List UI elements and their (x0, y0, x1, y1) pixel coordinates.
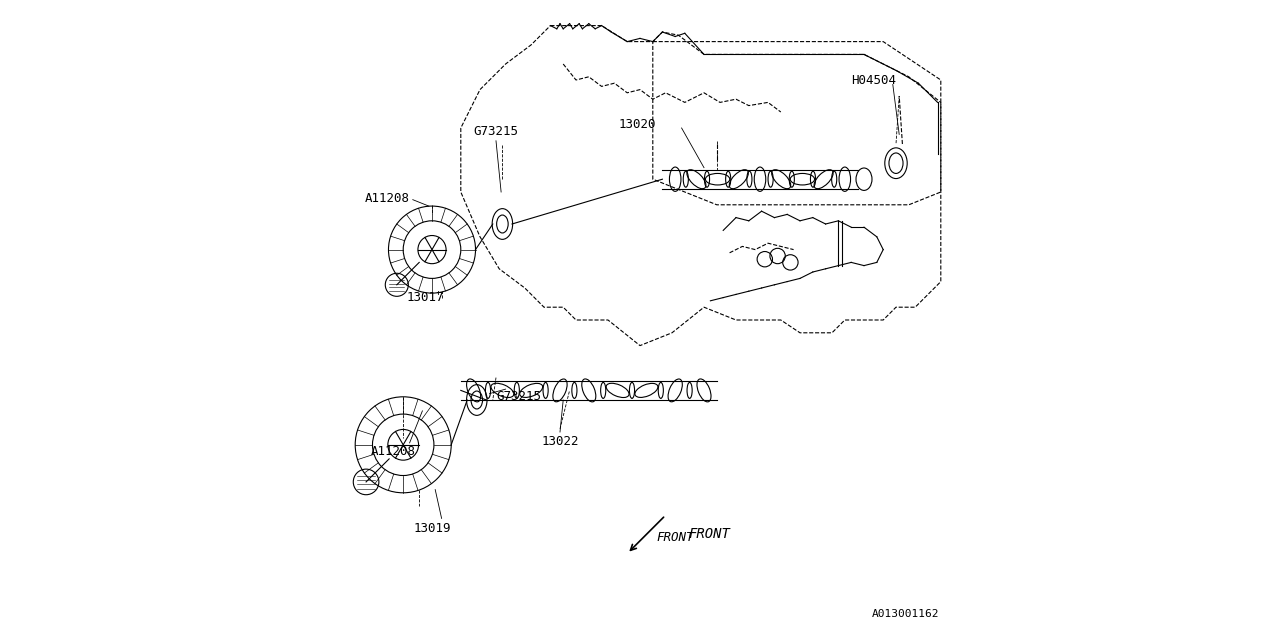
Text: G73215: G73215 (495, 390, 541, 403)
Text: H04504: H04504 (851, 74, 896, 86)
Text: 13022: 13022 (541, 435, 579, 448)
Text: A013001162: A013001162 (872, 609, 940, 620)
Text: 13020: 13020 (618, 118, 655, 131)
Text: FRONT: FRONT (657, 531, 694, 544)
Text: 13017: 13017 (407, 291, 444, 304)
Text: FRONT: FRONT (689, 527, 730, 541)
Text: A11208: A11208 (365, 192, 410, 205)
Text: A11208: A11208 (371, 445, 416, 458)
Text: 13019: 13019 (413, 522, 451, 534)
Text: G73215: G73215 (474, 125, 518, 138)
